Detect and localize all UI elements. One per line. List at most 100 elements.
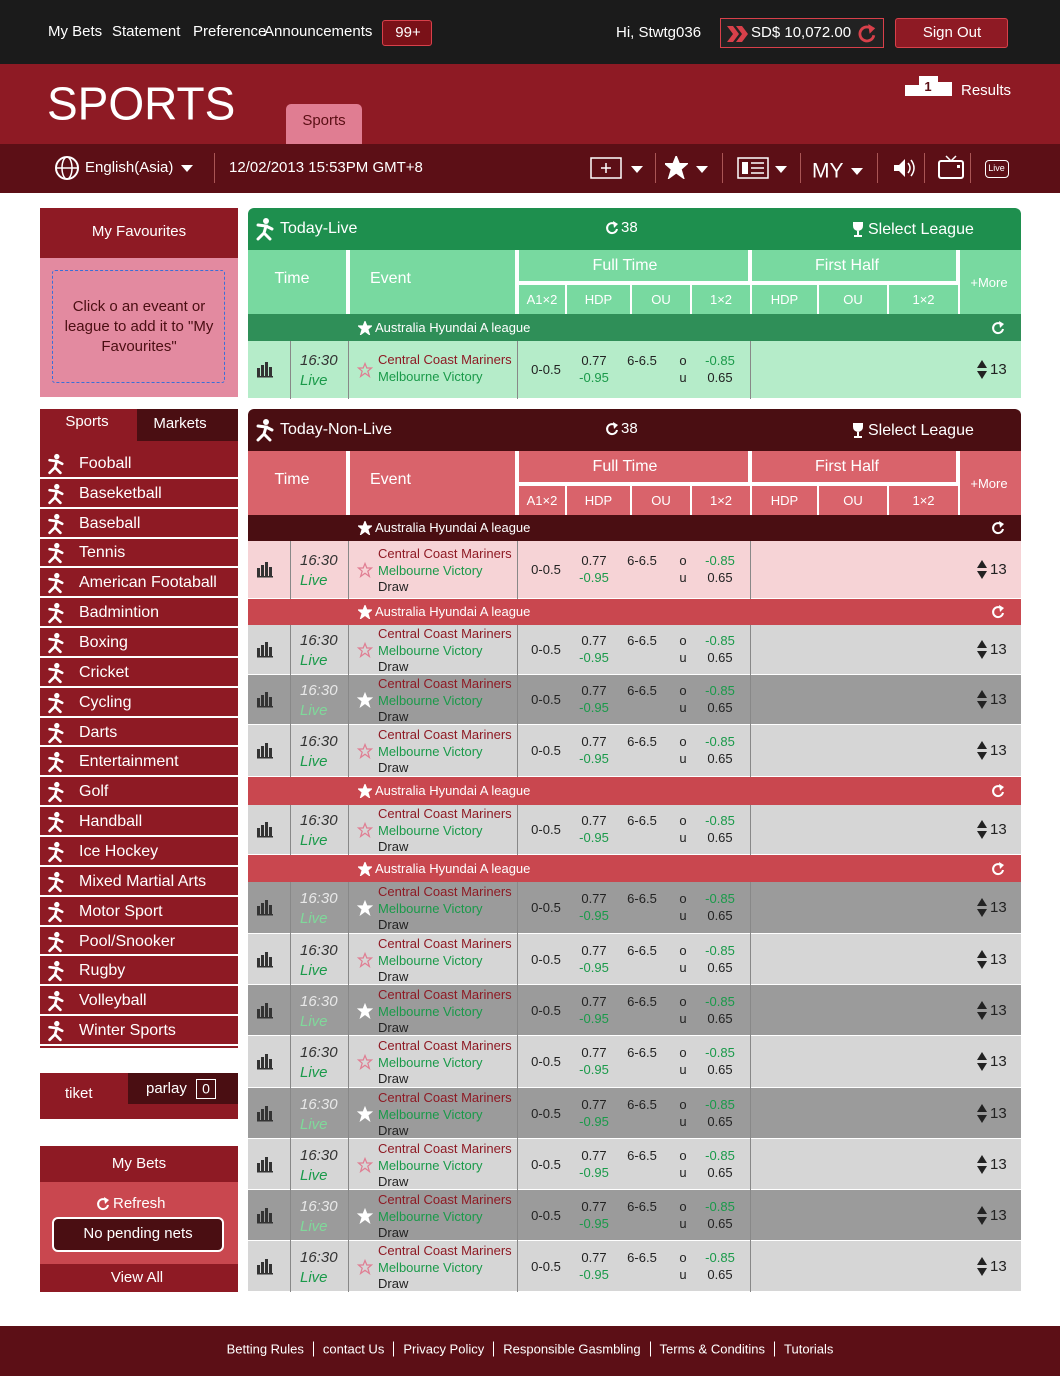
stats-icon[interactable] [257,1207,273,1224]
footer-link[interactable]: Tutorials [774,1341,842,1357]
favourite-star[interactable] [357,1054,373,1070]
hdp-odds[interactable]: -0.95 [579,829,609,845]
sport-item[interactable]: Baseketball [40,479,238,509]
away-team[interactable]: Melbourne Victory [378,1208,483,1224]
away-team[interactable]: Melbourne Victory [378,1003,483,1019]
more-arrows[interactable] [977,360,987,379]
nav-link[interactable]: Preference [193,22,267,40]
favourite-star[interactable] [357,642,373,658]
more-markets[interactable]: 13 [990,1052,1007,1070]
more-markets[interactable]: 13 [990,690,1007,708]
globe-icon[interactable] [54,155,80,181]
sport-item[interactable]: Motor Sport [40,897,238,927]
more-markets[interactable]: 13 [990,560,1007,578]
add-widget[interactable] [590,157,622,179]
more-arrows[interactable] [977,820,987,839]
hdp-odds[interactable]: -0.95 [579,569,609,585]
league-refresh[interactable] [991,521,1005,535]
home-team[interactable]: Central Coast Mariners [378,726,512,742]
ou-odds[interactable]: -0.85 [705,632,735,648]
more-arrows[interactable] [977,560,987,579]
hdp-odds[interactable]: -0.95 [579,699,609,715]
stats-icon[interactable] [257,900,273,916]
league-name[interactable]: Australia Hyundai A league [375,603,531,619]
results-link[interactable]: Results [961,81,1012,99]
hdp-odds[interactable]: -0.95 [579,1010,609,1026]
ou-odds[interactable]: -0.85 [705,1044,735,1060]
ou-odds[interactable]: 0.65 [707,1061,733,1077]
ou-odds[interactable]: -0.85 [705,812,735,828]
column-title[interactable]: +More [970,475,1008,491]
hdp-odds[interactable]: 0.77 [581,632,607,648]
sound-icon[interactable] [893,157,917,179]
hdp-odds[interactable]: -0.95 [579,907,609,923]
league-name[interactable]: Australia Hyundai A league [375,782,531,798]
stats-icon[interactable] [257,362,273,378]
favourite-star[interactable] [357,743,373,759]
hdp-odds[interactable]: -0.95 [579,959,609,975]
draw[interactable]: Draw [378,968,409,984]
draw[interactable]: Draw [378,1019,409,1035]
nav-link[interactable]: My Bets [48,22,103,40]
ticket-tab[interactable]: tiket [65,1084,93,1102]
ou-odds[interactable]: -0.85 [705,1096,735,1112]
podium[interactable] [905,76,952,97]
home-team[interactable]: Central Coast Mariners [378,1140,512,1156]
home-team[interactable]: Central Coast Mariners [378,1242,512,1258]
more-arrows[interactable] [977,1154,987,1174]
sport-item[interactable]: Cricket [40,658,238,688]
ou-odds[interactable]: 0.65 [707,699,733,715]
more-markets[interactable]: 13 [990,820,1007,838]
league-refresh[interactable] [991,861,1005,876]
home-team[interactable]: Central Coast Mariners [378,1191,512,1207]
ou-odds[interactable]: -0.85 [705,1249,735,1265]
hdp-odds[interactable]: 0.77 [581,1096,607,1112]
live-button[interactable]: Live [985,160,1009,178]
home-team[interactable]: Central Coast Mariners [378,883,512,899]
hdp-odds[interactable]: 0.77 [581,1044,607,1060]
ou-odds[interactable]: -0.85 [705,993,735,1009]
draw[interactable]: Draw [378,708,409,724]
parlay-tab[interactable]: parlay 0 [128,1073,238,1104]
hdp-odds[interactable]: 0.77 [581,733,607,749]
ou-odds[interactable]: -0.85 [705,682,735,698]
stats-icon[interactable] [257,1105,273,1122]
more-arrows[interactable] [977,898,987,917]
home-team[interactable]: Central Coast Mariners [378,1037,512,1053]
home-team[interactable]: Central Coast Mariners [378,935,512,951]
stats-icon[interactable] [257,743,273,759]
hdp-odds[interactable]: -0.95 [579,1215,609,1231]
hdp-odds[interactable]: 0.77 [581,890,607,906]
away-team[interactable]: Melbourne Victory [378,562,483,578]
hdp-odds[interactable]: -0.95 [579,369,609,385]
refresh-link[interactable]: Refresh [113,1194,166,1212]
hdp-odds[interactable]: 0.77 [581,942,607,958]
away-team[interactable]: Melbourne Victory [378,692,483,708]
league-name[interactable]: Australia Hyundai A league [375,319,531,335]
sport-item[interactable]: American Footaball [40,568,238,599]
home-team[interactable]: Central Coast Mariners [378,625,512,641]
select-league[interactable]: Slelect League [868,221,974,239]
ou-odds[interactable]: 0.65 [707,369,733,385]
home-team[interactable]: Central Coast Mariners [378,545,512,561]
view-all[interactable]: View All [40,1264,238,1292]
league-name[interactable]: Australia Hyundai A league [375,519,531,535]
layout-icon[interactable] [737,157,769,179]
more-arrows[interactable] [977,1103,987,1123]
sport-item[interactable]: Pool/Snooker [40,927,238,957]
away-team[interactable]: Melbourne Victory [378,368,483,384]
more-markets[interactable]: 13 [990,898,1007,916]
stats-icon[interactable] [257,1054,273,1070]
language-select[interactable]: English(Asia) [85,158,174,176]
more-arrows[interactable] [977,690,987,709]
sport-item[interactable]: Volleyball [40,986,238,1017]
home-team[interactable]: Central Coast Mariners [378,351,512,367]
footer-link[interactable]: Privacy Policy [393,1341,493,1357]
ou-odds[interactable]: -0.85 [705,552,735,568]
draw[interactable]: Draw [378,1173,409,1189]
home-team[interactable]: Central Coast Mariners [378,805,512,821]
more-arrows[interactable] [977,741,987,760]
favourite-star[interactable] [357,1002,373,1019]
hdp-odds[interactable]: -0.95 [579,649,609,665]
sport-item[interactable]: Tennis [40,539,238,569]
